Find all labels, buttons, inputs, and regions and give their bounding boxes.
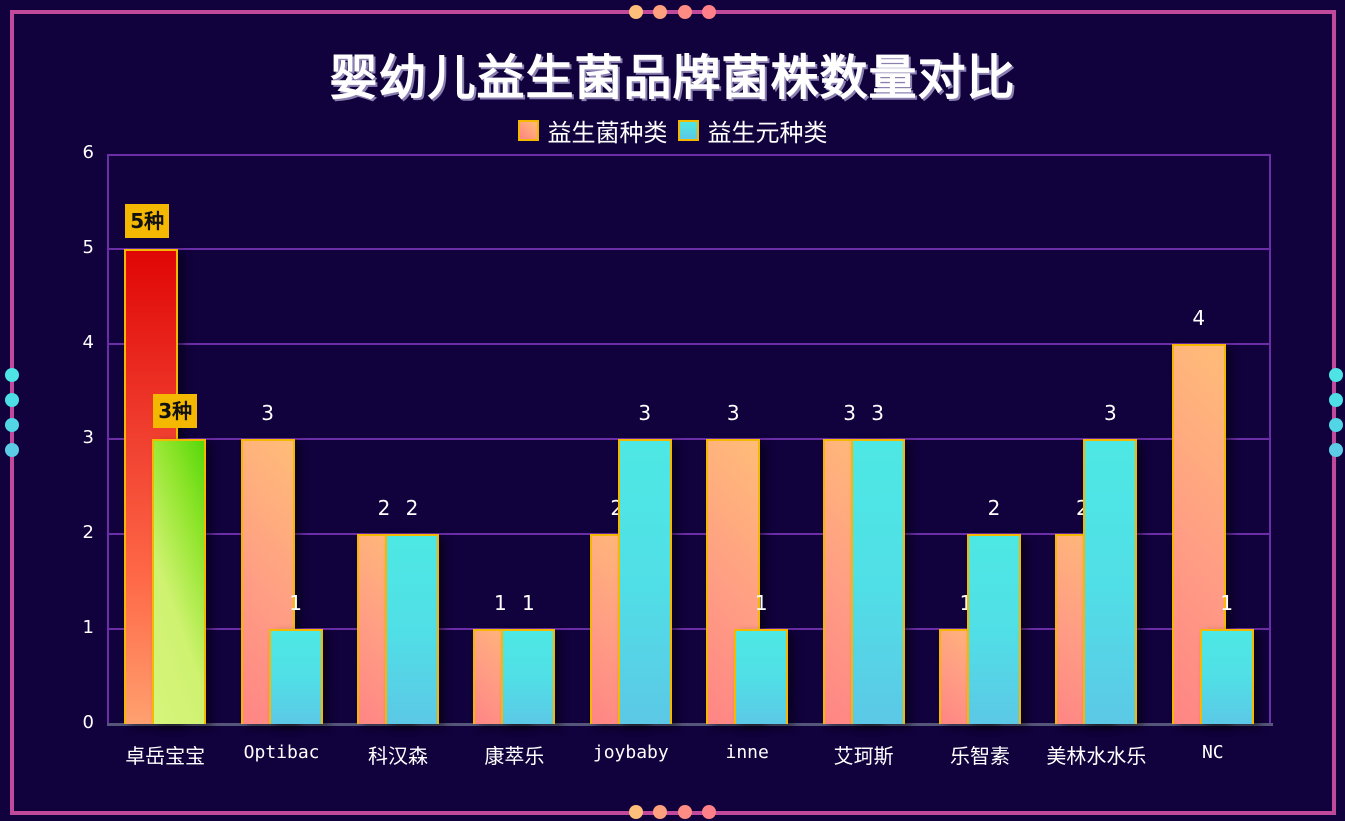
y-tick-label: 1 [82, 617, 94, 638]
gridline [107, 343, 1271, 345]
bar-prebiotic[interactable] [1199, 629, 1254, 724]
legend-label-prebiotic: 益生元种类 [707, 119, 828, 147]
value-label: 1 [289, 591, 302, 615]
x-tick-label: 乐智素 [950, 744, 1010, 768]
value-label: 1 [522, 591, 535, 615]
x-tick-label: 艾珂斯 [833, 744, 894, 768]
x-tick-label: joybaby [592, 742, 669, 763]
value-label: 2 [377, 496, 391, 520]
bar-prebiotic[interactable] [1083, 439, 1138, 724]
frame-dot [5, 368, 19, 382]
bar-prebiotic[interactable] [967, 534, 1021, 724]
legend-label-probiotic: 益生菌种类 [547, 119, 668, 147]
x-tick-label: Optibac [243, 742, 320, 763]
frame-dot [5, 418, 19, 432]
value-label: 2 [405, 496, 419, 520]
frame-dot [678, 5, 692, 19]
frame-dot [702, 805, 716, 819]
frame-dot [678, 805, 692, 819]
bar-prebiotic[interactable] [734, 629, 789, 724]
value-label: 1 [494, 591, 507, 615]
value-label: 3 [1104, 401, 1117, 425]
frame-dot [5, 443, 19, 457]
value-label: 4 [1192, 306, 1206, 330]
frame-dot [5, 393, 19, 407]
frame-dot [1329, 393, 1343, 407]
annotation-label: 5种 [125, 204, 170, 238]
x-tick-label: 康萃乐 [484, 744, 545, 768]
frame-dot [629, 5, 643, 19]
x-tick-label: NC [1201, 742, 1224, 763]
y-tick-label: 4 [82, 332, 94, 353]
y-tick-label: 6 [82, 142, 94, 163]
gridline [107, 248, 1271, 250]
legend: 益生菌种类 益生元种类 [0, 113, 1345, 148]
x-tick-label: 卓岳宝宝 [125, 744, 206, 768]
value-label: 1 [754, 591, 768, 615]
bar-prebiotic[interactable] [152, 439, 207, 724]
bar-prebiotic[interactable] [268, 629, 323, 724]
bar-prebiotic[interactable] [850, 439, 905, 724]
chart-frame [10, 10, 1336, 815]
x-axis-line [107, 723, 1273, 726]
gridline [107, 438, 1271, 440]
frame-dot [629, 805, 643, 819]
y-tick-label: 5 [82, 237, 94, 258]
value-label: 3 [726, 401, 740, 425]
legend-item-prebiotic[interactable]: 益生元种类 [677, 113, 828, 148]
value-label: 1 [1220, 591, 1234, 615]
gridline [107, 628, 1271, 630]
value-label: 2 [987, 496, 1001, 520]
bar-prebiotic[interactable] [501, 629, 556, 724]
gridline [107, 533, 1271, 535]
value-label: 3 [871, 401, 884, 425]
legend-item-probiotic[interactable]: 益生菌种类 [517, 113, 668, 148]
y-tick-label: 3 [82, 427, 94, 448]
legend-swatch-probiotic [517, 120, 539, 141]
x-tick-label: 科汉森 [368, 744, 428, 768]
x-tick-label: 美林水水乐 [1046, 744, 1147, 768]
y-tick-label: 0 [82, 712, 94, 733]
y-tick-label: 2 [82, 522, 94, 543]
annotation-label: 3种 [153, 394, 198, 428]
bar-prebiotic[interactable] [385, 534, 439, 724]
frame-dot [1329, 418, 1343, 432]
bar-prebiotic[interactable] [617, 439, 672, 724]
value-label: 3 [843, 401, 856, 425]
x-tick-label: inne [725, 742, 769, 763]
frame-dot [653, 5, 667, 19]
chart-title: 婴幼儿益生菌品牌菌株数量对比 [329, 50, 1016, 106]
frame-dot [653, 805, 667, 819]
legend-swatch-prebiotic [677, 120, 699, 141]
value-label: 3 [638, 401, 652, 425]
value-label: 3 [261, 401, 274, 425]
frame-dot [1329, 443, 1343, 457]
frame-dot [702, 5, 716, 19]
frame-dot [1329, 368, 1343, 382]
